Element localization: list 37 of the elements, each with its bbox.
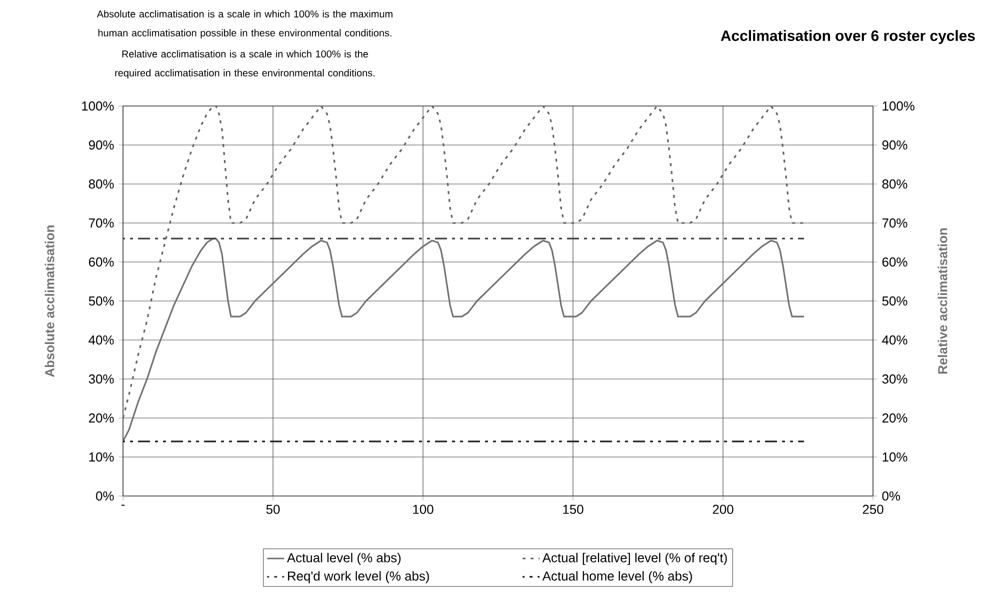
- x-tick-label: -: [121, 504, 125, 506]
- x-tick-label: 150: [563, 504, 584, 514]
- y-axis-title: Absolute acclimatisation: [44, 226, 54, 377]
- y2-tick-label: 100%: [882, 101, 914, 111]
- y-tick-label: 40%: [88, 335, 114, 345]
- y2-tick-label: 50%: [882, 296, 908, 306]
- legend-label: Actual level (% abs): [286, 552, 401, 565]
- chart-title: Acclimatisation over 6 roster cycles: [720, 30, 975, 44]
- legend-label: Req'd work level (% abs): [288, 571, 429, 584]
- text: Relative acclimatisation is a scale in which 100% is the required acclimatisation in these environmental conditions.: [115, 50, 374, 78]
- y-tick-label: 60%: [88, 257, 114, 267]
- y2-tick-label: 20%: [882, 413, 908, 423]
- legend-label: Actual [relative] level (% of req't): [542, 552, 727, 565]
- y2-tick-label: 70%: [882, 218, 908, 228]
- legend-label: Actual home level (% abs): [542, 571, 692, 584]
- y-tick-label: 70%: [88, 218, 114, 228]
- y2-tick-label: 30%: [882, 374, 908, 384]
- x-tick-label: 50: [266, 504, 280, 514]
- y-tick-label: 0%: [96, 491, 114, 501]
- y2-tick-label: 90%: [882, 140, 908, 150]
- x-tick-label: 200: [712, 504, 734, 514]
- y2-tick-label: 40%: [882, 335, 908, 345]
- y-tick-label: 50%: [88, 296, 114, 306]
- y2-tick-label: 10%: [882, 452, 908, 462]
- x-tick-label: 100: [413, 504, 434, 514]
- x-tick-label: 250: [862, 504, 884, 514]
- y2-tick-label: 0%: [882, 491, 900, 501]
- text: Absolute acclimatisation is a scale in which 100% is the maximum human acclimatisation possible in these environmental conditions.: [96, 10, 392, 38]
- y2-tick-label: 60%: [882, 257, 908, 267]
- y-tick-label: 20%: [88, 413, 114, 423]
- y-tick-label: 10%: [89, 452, 114, 462]
- y2-axis-title: Relative acclimatisation: [938, 228, 948, 374]
- y-tick-label: 100%: [82, 101, 114, 111]
- y-tick-label: 80%: [88, 179, 114, 189]
- y-tick-label: 30%: [88, 374, 114, 384]
- y-tick-label: 90%: [88, 140, 114, 150]
- y2-tick-label: 80%: [882, 179, 908, 189]
